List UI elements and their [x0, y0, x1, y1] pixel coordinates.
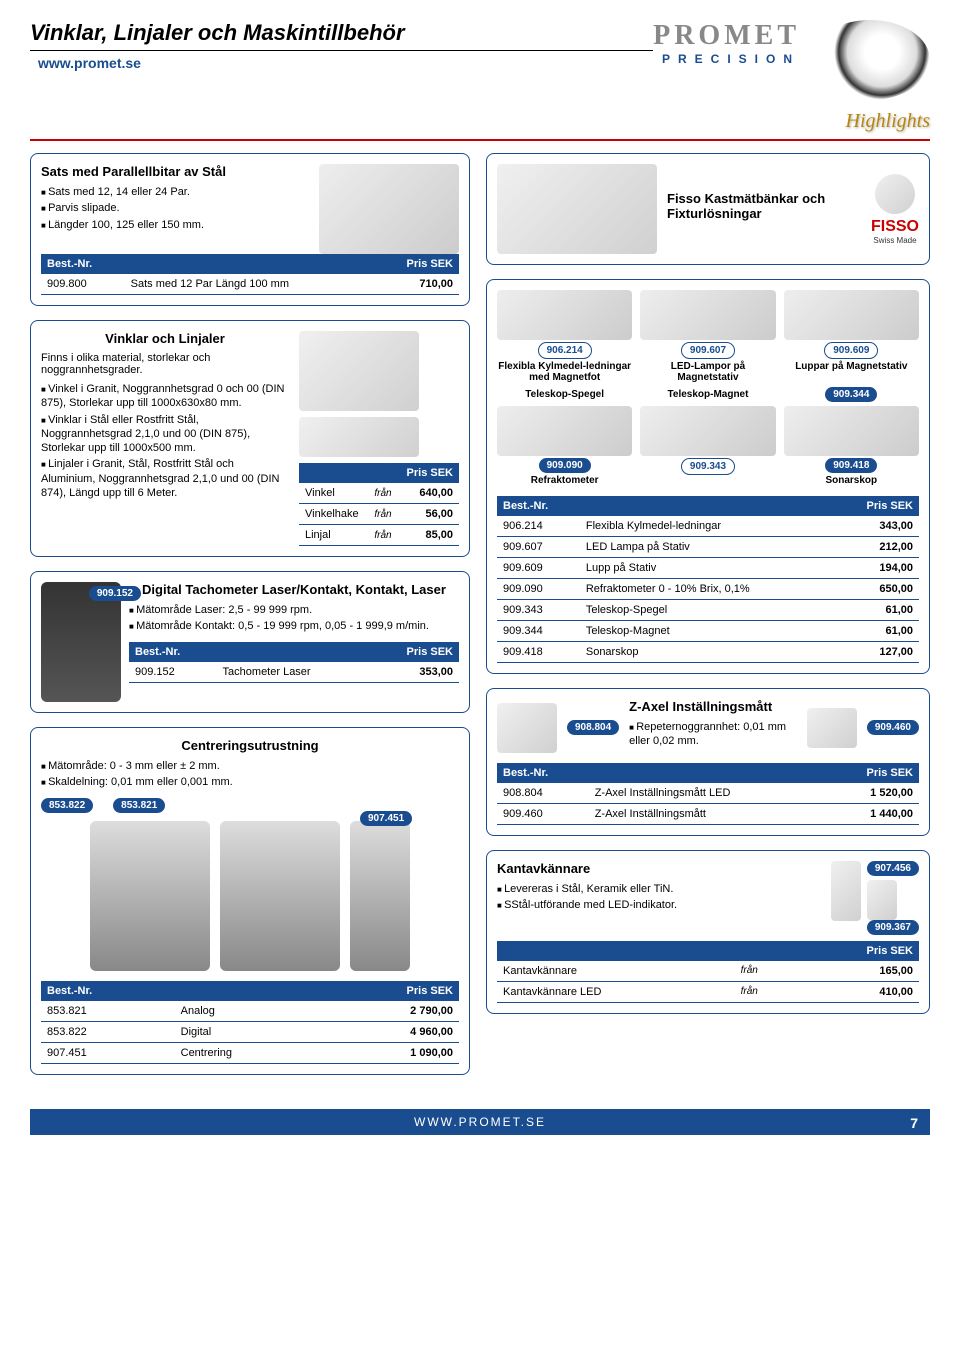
- accessories-box: 906.214 Flexibla Kylmedel-ledningar med …: [486, 279, 930, 674]
- zaxel-image-2: [807, 708, 857, 748]
- accessory-item: 909.344: [784, 387, 919, 402]
- accessories-price-table: Best.-Nr.Pris SEK 906.214Flexibla Kylmed…: [497, 496, 919, 663]
- table-row: Kantavkännarefrån165,00: [497, 961, 919, 982]
- zaxel-bullets: Repeternoggrannhet: 0,01 mm eller 0,02 m…: [629, 720, 797, 749]
- sats-price-table: Best.-Nr.Pris SEK 909.800Sats med 12 Par…: [41, 254, 459, 295]
- table-row: 909.090Refraktometer 0 - 10% Brix, 0,1%6…: [497, 579, 919, 600]
- accessory-image: [640, 406, 775, 456]
- tacho-ref: 909.152: [89, 586, 141, 601]
- zaxel-box: 908.804 Z-Axel Inställningsmått Repetern…: [486, 688, 930, 836]
- tacho-bullets: Mätområde Laser: 2,5 - 99 999 rpm. Mätom…: [129, 603, 459, 634]
- center-price-table: Best.-Nr.Pris SEK 853.821Analog2 790,00 …: [41, 981, 459, 1064]
- kant-box: Kantavkännare Levereras i Stål, Keramik …: [486, 850, 930, 1014]
- table-row: 909.609Lupp på Stativ194,00: [497, 558, 919, 579]
- zaxel-title: Z-Axel Inställningsmått: [629, 699, 797, 714]
- center-image-2: [220, 821, 340, 971]
- sats-title: Sats med Parallellbitar av Stål: [41, 164, 309, 179]
- accessory-item: 909.607 LED-Lampor på Magnetstativ: [640, 290, 775, 383]
- vinklar-intro: Finns i olika material, storlekar och no…: [41, 352, 289, 376]
- brand-name: PROMET: [653, 20, 800, 52]
- accessory-image: [497, 406, 632, 456]
- center-ref-1: 853.822: [41, 798, 93, 813]
- fisso-logo: FISSO: [871, 218, 919, 236]
- table-row: Linjalfrån85,00: [299, 525, 459, 546]
- tacho-price-table: Best.-Nr.Pris SEK 909.152Tachometer Lase…: [129, 642, 459, 683]
- vinklar-title: Vinklar och Linjaler: [41, 331, 289, 346]
- accessory-item: Teleskop-Spegel: [497, 387, 632, 402]
- accessory-item: 909.090 Refraktometer: [497, 406, 632, 486]
- accessory-item: 909.609 Luppar på Magnetstativ: [784, 290, 919, 383]
- table-row: Vinkelfrån640,00: [299, 483, 459, 504]
- table-row: 853.822Digital4 960,00: [41, 1021, 459, 1042]
- vinklar-image-2: [299, 417, 419, 457]
- fisso-image: [497, 164, 657, 254]
- table-row: 909.800Sats med 12 Par Längd 100 mm710,0…: [41, 274, 459, 295]
- center-box: Centreringsutrustning Mätområde: 0 - 3 m…: [30, 727, 470, 1075]
- red-divider: [30, 139, 930, 141]
- kant-title: Kantavkännare: [497, 861, 821, 876]
- kant-image-1: [831, 861, 861, 921]
- table-row: Vinkelhakefrån56,00: [299, 504, 459, 525]
- accessory-image: [640, 290, 775, 340]
- table-row: 853.821Analog2 790,00: [41, 1001, 459, 1022]
- center-ref-2: 853.821: [113, 798, 165, 813]
- table-row: 909.343Teleskop-Spegel61,00: [497, 600, 919, 621]
- kant-bullets: Levereras i Stål, Keramik eller TiN. SSt…: [497, 882, 821, 913]
- gauge-image: [810, 20, 930, 100]
- highlights-label: Highlights: [30, 110, 930, 133]
- footer: WWW.PROMET.SE 7: [30, 1109, 930, 1135]
- sats-image: [319, 164, 459, 254]
- accessory-item: Teleskop-Magnet: [640, 387, 775, 402]
- table-row: 909.460Z-Axel Inställningsmått1 440,00: [497, 803, 919, 824]
- zaxel-ref-2: 909.460: [867, 720, 919, 735]
- tacho-title: Digital Tachometer Laser/Kontakt, Kontak…: [129, 582, 459, 597]
- table-row: 909.344Teleskop-Magnet61,00: [497, 621, 919, 642]
- accessory-image: [784, 290, 919, 340]
- accessory-image: [784, 406, 919, 456]
- table-row: Kantavkännare LEDfrån410,00: [497, 981, 919, 1002]
- tacho-box: 909.152 Digital Tachometer Laser/Kontakt…: [30, 571, 470, 713]
- table-row: 906.214Flexibla Kylmedel-ledningar343,00: [497, 516, 919, 537]
- zaxel-ref-1: 908.804: [567, 720, 619, 735]
- page-title: Vinklar, Linjaler och Maskintillbehör: [30, 20, 653, 51]
- brand-sub: PRECISION: [662, 52, 800, 66]
- table-row: 907.451Centrering1 090,00: [41, 1042, 459, 1063]
- zaxel-price-table: Best.-Nr.Pris SEK 908.804Z-Axel Inställn…: [497, 763, 919, 825]
- table-row: 909.418Sonarskop127,00: [497, 642, 919, 663]
- fisso-title: Fisso Kastmätbänkar och Fixturlösningar: [667, 191, 861, 221]
- sats-bullets: Sats med 12, 14 eller 24 Par. Parvis sli…: [41, 185, 309, 232]
- vinklar-image-1: [299, 331, 419, 411]
- fisso-logo-sub: Swiss Made: [871, 236, 919, 245]
- vinklar-box: Vinklar och Linjaler Finns i olika mater…: [30, 320, 470, 557]
- center-title: Centreringsutrustning: [41, 738, 459, 753]
- fisso-icon: [875, 174, 915, 214]
- sats-box: Sats med Parallellbitar av Stål Sats med…: [30, 153, 470, 306]
- page-number: 7: [910, 1115, 920, 1131]
- vinklar-bullets: Vinkel i Granit, Noggrannhetsgrad 0 och …: [41, 382, 289, 500]
- vinklar-price-table: Pris SEK Vinkelfrån640,00 Vinkelhakefrån…: [299, 463, 459, 546]
- table-row: 909.152Tachometer Laser353,00: [129, 662, 459, 683]
- table-row: 909.607LED Lampa på Stativ212,00: [497, 537, 919, 558]
- kant-ref-2: 909.367: [867, 920, 919, 935]
- table-row: 908.804Z-Axel Inställningsmått LED1 520,…: [497, 783, 919, 804]
- accessory-item: 906.214 Flexibla Kylmedel-ledningar med …: [497, 290, 632, 383]
- accessory-item: 909.343: [640, 406, 775, 486]
- kant-image-2: [867, 880, 897, 920]
- kant-price-table: Pris SEK Kantavkännarefrån165,00 Kantavk…: [497, 941, 919, 1003]
- fisso-box: Fisso Kastmätbänkar och Fixturlösningar …: [486, 153, 930, 265]
- kant-ref-1: 907.456: [867, 861, 919, 876]
- center-image-1: [90, 821, 210, 971]
- accessory-image: [497, 290, 632, 340]
- footer-url: WWW.PROMET.SE: [414, 1115, 546, 1129]
- center-image-3: [350, 821, 410, 971]
- center-ref-3: 907.451: [360, 811, 412, 826]
- accessory-item: 909.418 Sonarskop: [784, 406, 919, 486]
- zaxel-image-1: [497, 703, 557, 753]
- center-bullets: Mätområde: 0 - 3 mm eller ± 2 mm. Skalde…: [41, 759, 459, 790]
- website-url: www.promet.se: [38, 55, 653, 71]
